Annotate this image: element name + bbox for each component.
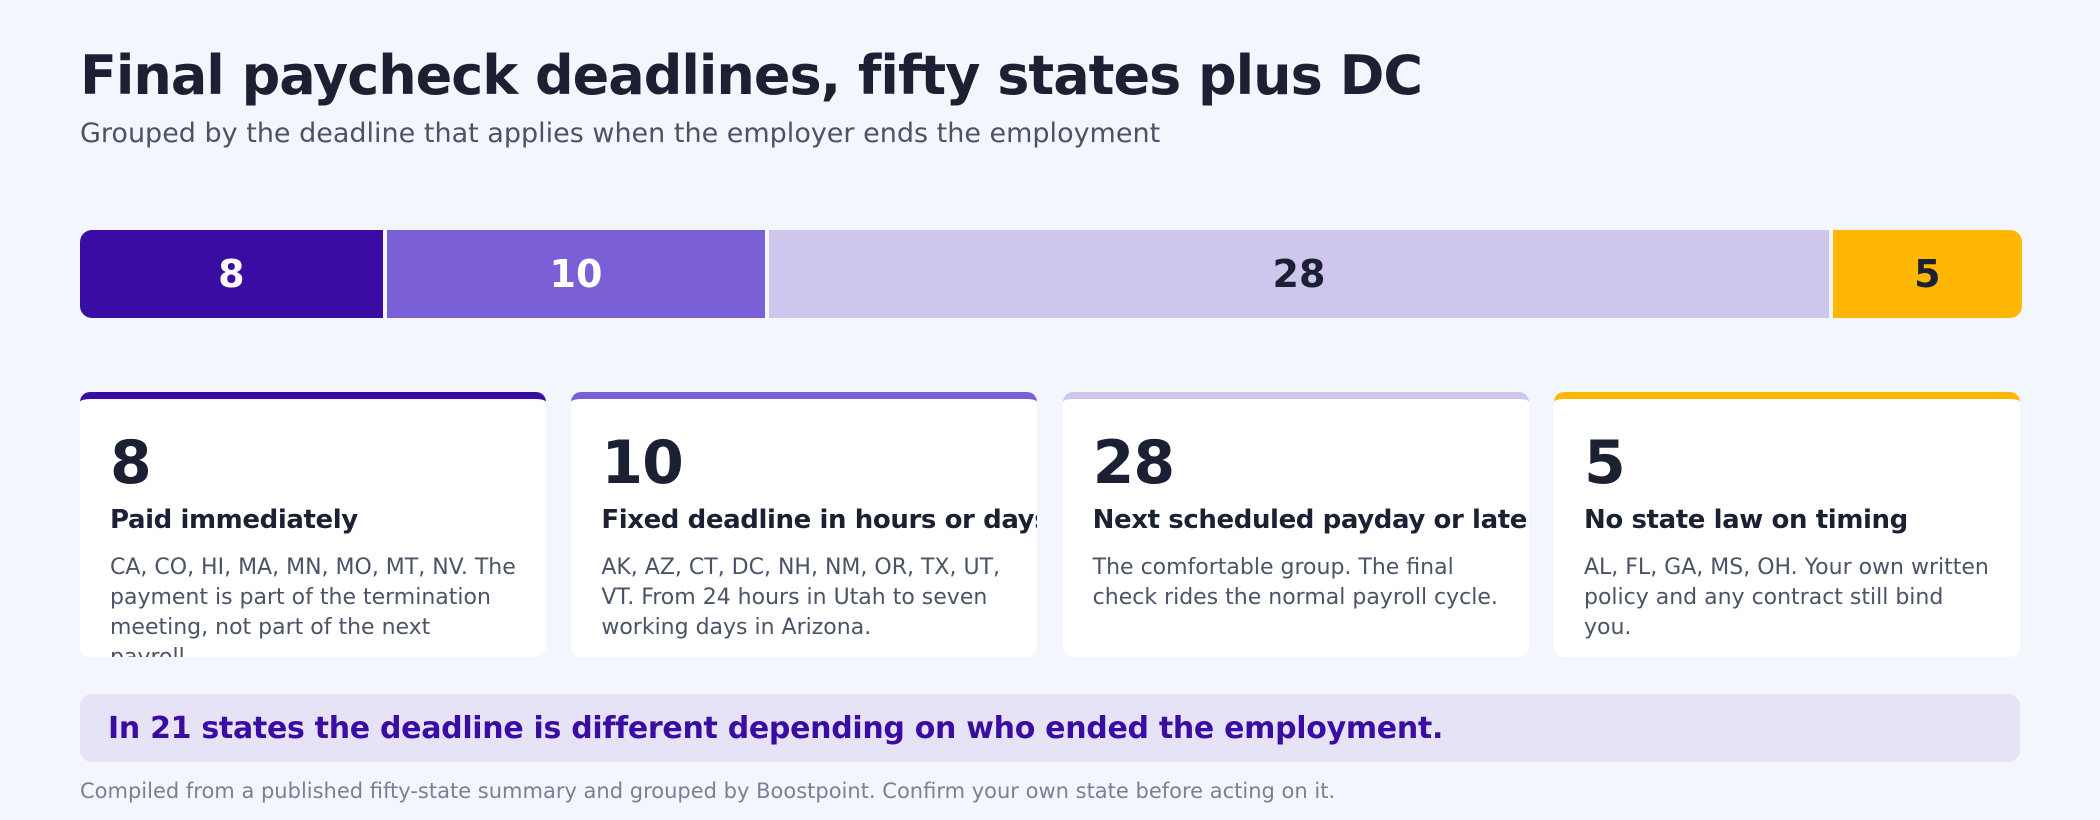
card-count: 8	[110, 428, 152, 498]
bar-segment: 10	[382, 230, 766, 318]
callout-banner: In 21 states the deadline is different d…	[80, 694, 2020, 762]
card-count: 28	[1092, 428, 1176, 498]
card-count: 5	[1583, 428, 1626, 498]
card-next-payday: 28 Next scheduled payday or later The co…	[1062, 392, 1529, 657]
bar-segment-label: 5	[1914, 252, 1941, 296]
bar-segment-label: 10	[549, 252, 603, 296]
page-subtitle: Grouped by the deadline that applies whe…	[80, 118, 1161, 149]
card-title: Paid immediately	[110, 505, 358, 535]
card-no-state-law: 5 No state law on timing AL, FL, GA, MS,…	[1553, 392, 2020, 657]
source-footnote: Compiled from a published fifty-state su…	[80, 779, 1336, 803]
card-title: Next scheduled payday or later	[1092, 505, 1529, 535]
callout-text: In 21 states the deadline is different d…	[108, 710, 1444, 746]
bar-segment-label: 8	[218, 252, 245, 296]
page-title: Final paycheck deadlines, fifty states p…	[80, 44, 1423, 107]
card-title: Fixed deadline in hours or days	[601, 505, 1038, 535]
category-cards: 8 Paid immediately CA, CO, HI, MA, MN, M…	[80, 392, 2020, 657]
bar-segment: 8	[80, 230, 383, 318]
card-body: AK, AZ, CT, DC, NH, NM, OR, TX, UT, VT. …	[601, 555, 1001, 640]
card-count: 10	[601, 428, 684, 498]
card-title: No state law on timing	[1583, 505, 1908, 535]
card-fixed-deadline: 10 Fixed deadline in hours or days AK, A…	[571, 392, 1038, 657]
stacked-bar-chart: 8 10 28 5	[80, 230, 2022, 318]
bar-segment: 28	[765, 230, 1829, 318]
bar-segment: 5	[1828, 230, 2022, 318]
card-body: CA, CO, HI, MA, MN, MO, MT, NV. The paym…	[110, 555, 516, 657]
card-paid-immediately: 8 Paid immediately CA, CO, HI, MA, MN, M…	[80, 392, 546, 657]
bar-segment-label: 28	[1272, 252, 1326, 296]
card-body: The comfortable group. The final check r…	[1092, 555, 1498, 610]
card-body: AL, FL, GA, MS, OH. Your own written pol…	[1583, 555, 1989, 640]
